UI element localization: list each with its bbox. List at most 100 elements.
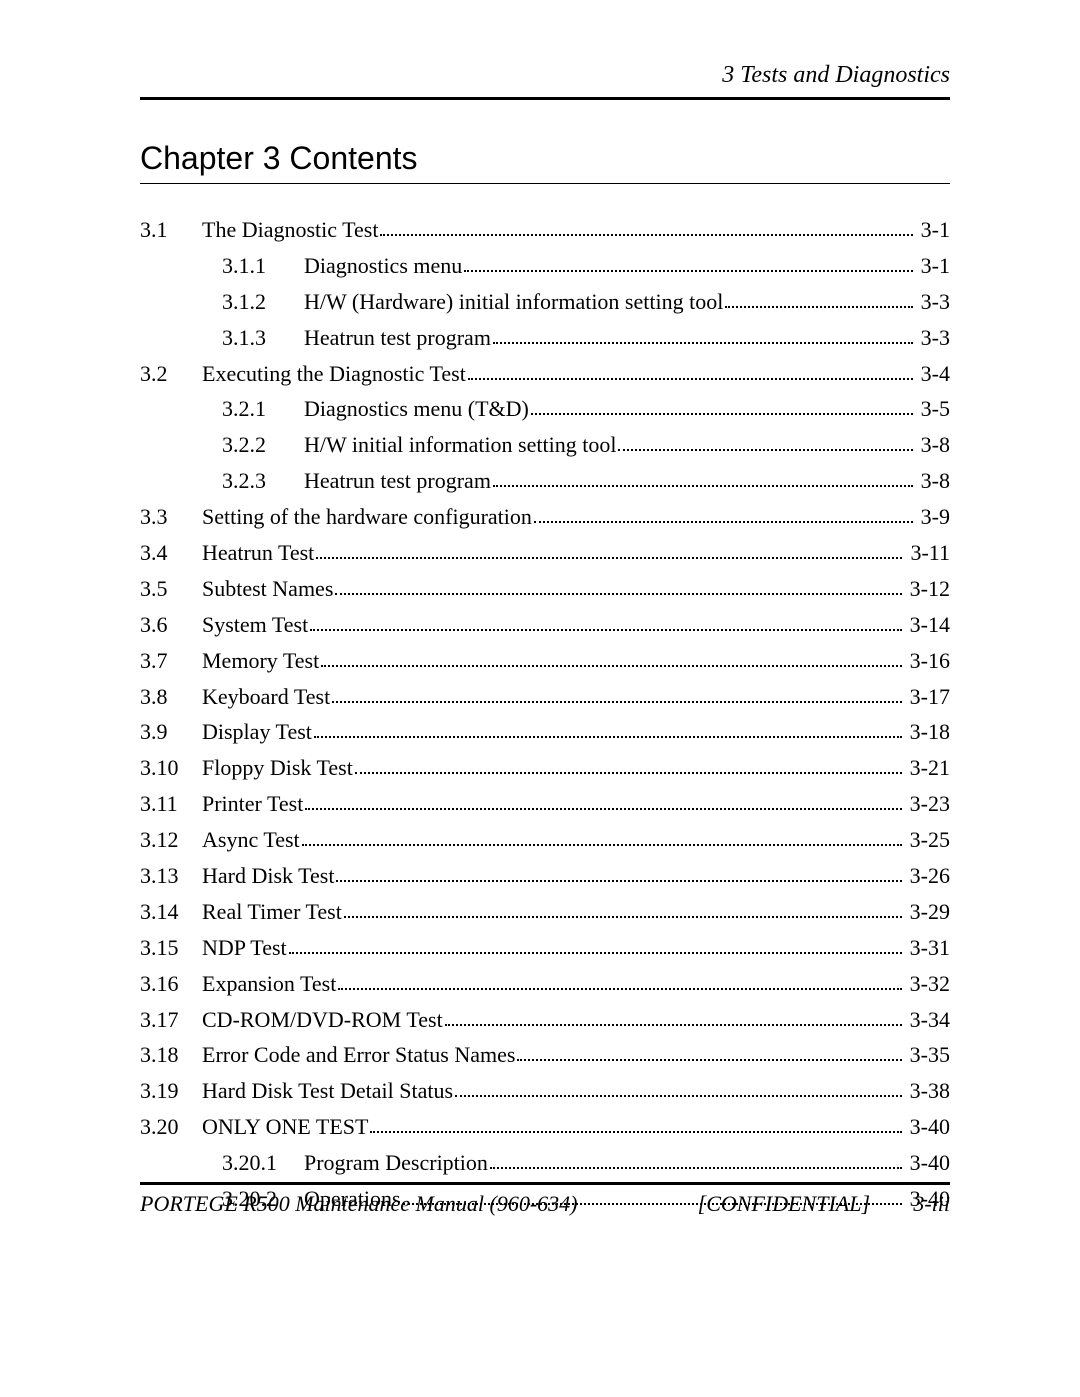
- toc-entry: 3.11Printer Test3-23: [140, 788, 950, 820]
- toc-entry: 3.2Executing the Diagnostic Test 3-4: [140, 358, 950, 390]
- toc-entry-title: Executing the Diagnostic Test: [202, 358, 466, 390]
- toc-entry: 3.10Floppy Disk Test3-21: [140, 752, 950, 784]
- toc-entry: 3.2.3Heatrun test program3-8: [140, 465, 950, 497]
- toc-entry-title: Diagnostics menu (T&D): [304, 393, 529, 425]
- toc-entry-page: 3-31: [906, 932, 950, 964]
- toc-entry: 3.1.3Heatrun test program3-3: [140, 322, 950, 354]
- footer-left: PORTEGE R500 Maintenance Manual (960-634…: [140, 1191, 678, 1217]
- header-rule: [140, 97, 950, 100]
- toc-entry: 3.7Memory Test3-16: [140, 645, 950, 677]
- toc-entry-title: System Test: [202, 609, 308, 641]
- toc-entry-number: 3.10: [140, 752, 202, 784]
- toc-leader-dots: [335, 592, 901, 595]
- toc-entry-title: Program Description: [304, 1147, 488, 1179]
- toc-entry-number: 3.5: [140, 573, 202, 605]
- toc-entry-title: Expansion Test: [202, 968, 336, 1000]
- toc-entry-number: 3.15: [140, 932, 202, 964]
- toc-entry-page: 3-29: [906, 896, 950, 928]
- toc-entry-number: 3.2: [140, 358, 202, 390]
- toc-leader-dots: [517, 1058, 901, 1061]
- toc-entry: 3.1.1Diagnostics menu 3-1: [140, 250, 950, 282]
- toc-entry-page: 3-8: [917, 429, 950, 461]
- toc-entry-page: 3-4: [917, 358, 950, 390]
- toc-entry-page: 3-18: [906, 716, 950, 748]
- toc-entry-title: Heatrun test program: [304, 322, 491, 354]
- toc-entry-title: H/W initial information setting tool: [304, 429, 616, 461]
- toc-entry: 3.19Hard Disk Test Detail Status3-38: [140, 1075, 950, 1107]
- toc-entry: 3.1.2H/W (Hardware) initial information …: [140, 286, 950, 318]
- toc-entry: 3.12Async Test3-25: [140, 824, 950, 856]
- toc-entry-title: Heatrun Test: [202, 537, 314, 569]
- toc-entry-number: 3.17: [140, 1004, 202, 1036]
- toc-entry-number: 3.19: [140, 1075, 202, 1107]
- toc-entry-title: ONLY ONE TEST: [202, 1111, 368, 1143]
- footer-center: [CONFIDENTIAL]: [678, 1191, 890, 1217]
- toc-entry-page: 3-16: [906, 645, 950, 677]
- toc-leader-dots: [464, 269, 912, 272]
- toc-entry-page: 3-1: [917, 214, 950, 246]
- toc-entry-number: 3.16: [140, 968, 202, 1000]
- toc-entry-number: 3.20: [140, 1111, 202, 1143]
- toc-entry: 3.18Error Code and Error Status Names3-3…: [140, 1039, 950, 1071]
- toc-entry-number: 3.4: [140, 537, 202, 569]
- toc-leader-dots: [618, 448, 912, 451]
- toc-leader-dots: [531, 412, 913, 415]
- toc-entry-number: 3.9: [140, 716, 202, 748]
- toc-leader-dots: [338, 987, 901, 990]
- toc-entry: 3.2.2H/W initial information setting too…: [140, 429, 950, 461]
- toc-entry-title: Diagnostics menu: [304, 250, 462, 282]
- toc-entry-page: 3-26: [906, 860, 950, 892]
- toc-entry-title: Error Code and Error Status Names: [202, 1039, 515, 1071]
- toc-entry-title: Hard Disk Test Detail Status: [202, 1075, 453, 1107]
- toc-entry-number: 3.2.2: [222, 429, 304, 461]
- page: 3 Tests and Diagnostics Chapter 3 Conten…: [0, 0, 1080, 1397]
- toc-entry: 3.5Subtest Names 3-12: [140, 573, 950, 605]
- toc-entry-page: 3-21: [906, 752, 950, 784]
- toc-entry-number: 3.12: [140, 824, 202, 856]
- toc-entry-page: 3-17: [906, 681, 950, 713]
- toc-leader-dots: [316, 556, 902, 559]
- toc-leader-dots: [725, 305, 912, 308]
- toc-entry-title: Setting of the hardware configuration: [202, 501, 532, 533]
- toc-entry-number: 3.13: [140, 860, 202, 892]
- toc-leader-dots: [332, 700, 901, 703]
- toc-leader-dots: [468, 377, 913, 380]
- toc-entry: 3.17CD-ROM/DVD-ROM Test 3-34: [140, 1004, 950, 1036]
- toc-entry-number: 3.14: [140, 896, 202, 928]
- toc-entry-title: Display Test: [202, 716, 312, 748]
- toc-entry-number: 3.1.2: [222, 286, 304, 318]
- toc-entry-title: CD-ROM/DVD-ROM Test: [202, 1004, 443, 1036]
- toc-entry-page: 3-12: [906, 573, 950, 605]
- toc-entry-page: 3-40: [906, 1147, 950, 1179]
- toc-entry-page: 3-11: [906, 537, 950, 569]
- title-rule: [140, 183, 950, 184]
- toc-entry-title: Heatrun test program: [304, 465, 491, 497]
- toc-entry-title: Hard Disk Test: [202, 860, 334, 892]
- toc-entry-title: The Diagnostic Test: [202, 214, 378, 246]
- toc-entry-page: 3-1: [917, 250, 950, 282]
- footer-right: 3-iii: [890, 1191, 950, 1217]
- toc-leader-dots: [305, 807, 901, 810]
- toc-leader-dots: [344, 915, 902, 918]
- toc-entry: 3.8Keyboard Test3-17: [140, 681, 950, 713]
- toc-entry-page: 3-8: [917, 465, 950, 497]
- toc-entry-title: Subtest Names: [202, 573, 333, 605]
- toc-leader-dots: [493, 341, 913, 344]
- toc-entry: 3.2.1Diagnostics menu (T&D)3-5: [140, 393, 950, 425]
- table-of-contents: 3.1The Diagnostic Test3-13.1.1Diagnostic…: [140, 214, 950, 1215]
- toc-leader-dots: [289, 951, 902, 954]
- toc-entry: 3.13Hard Disk Test 3-26: [140, 860, 950, 892]
- toc-leader-dots: [455, 1094, 902, 1097]
- toc-entry-number: 3.20.1: [222, 1147, 304, 1179]
- toc-entry-page: 3-23: [906, 788, 950, 820]
- toc-entry-page: 3-5: [917, 393, 950, 425]
- toc-entry-page: 3-9: [917, 501, 950, 533]
- toc-entry-number: 3.11: [140, 788, 202, 820]
- toc-entry: 3.15NDP Test3-31: [140, 932, 950, 964]
- toc-entry-title: Async Test: [202, 824, 300, 856]
- toc-entry: 3.20ONLY ONE TEST3-40: [140, 1111, 950, 1143]
- toc-entry-number: 3.1.1: [222, 250, 304, 282]
- toc-entry-page: 3-34: [906, 1004, 950, 1036]
- toc-entry: 3.1The Diagnostic Test3-1: [140, 214, 950, 246]
- toc-entry: 3.6System Test3-14: [140, 609, 950, 641]
